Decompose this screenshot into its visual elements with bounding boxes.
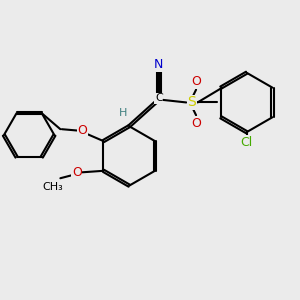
- Text: O: O: [191, 75, 201, 88]
- Text: O: O: [78, 124, 88, 137]
- Text: O: O: [72, 166, 82, 179]
- Text: H: H: [119, 108, 128, 118]
- Text: Cl: Cl: [241, 136, 253, 149]
- Text: O: O: [191, 117, 201, 130]
- Text: CH₃: CH₃: [43, 182, 64, 192]
- Text: N: N: [154, 58, 164, 71]
- Text: S: S: [187, 95, 196, 110]
- Text: C: C: [155, 93, 163, 103]
